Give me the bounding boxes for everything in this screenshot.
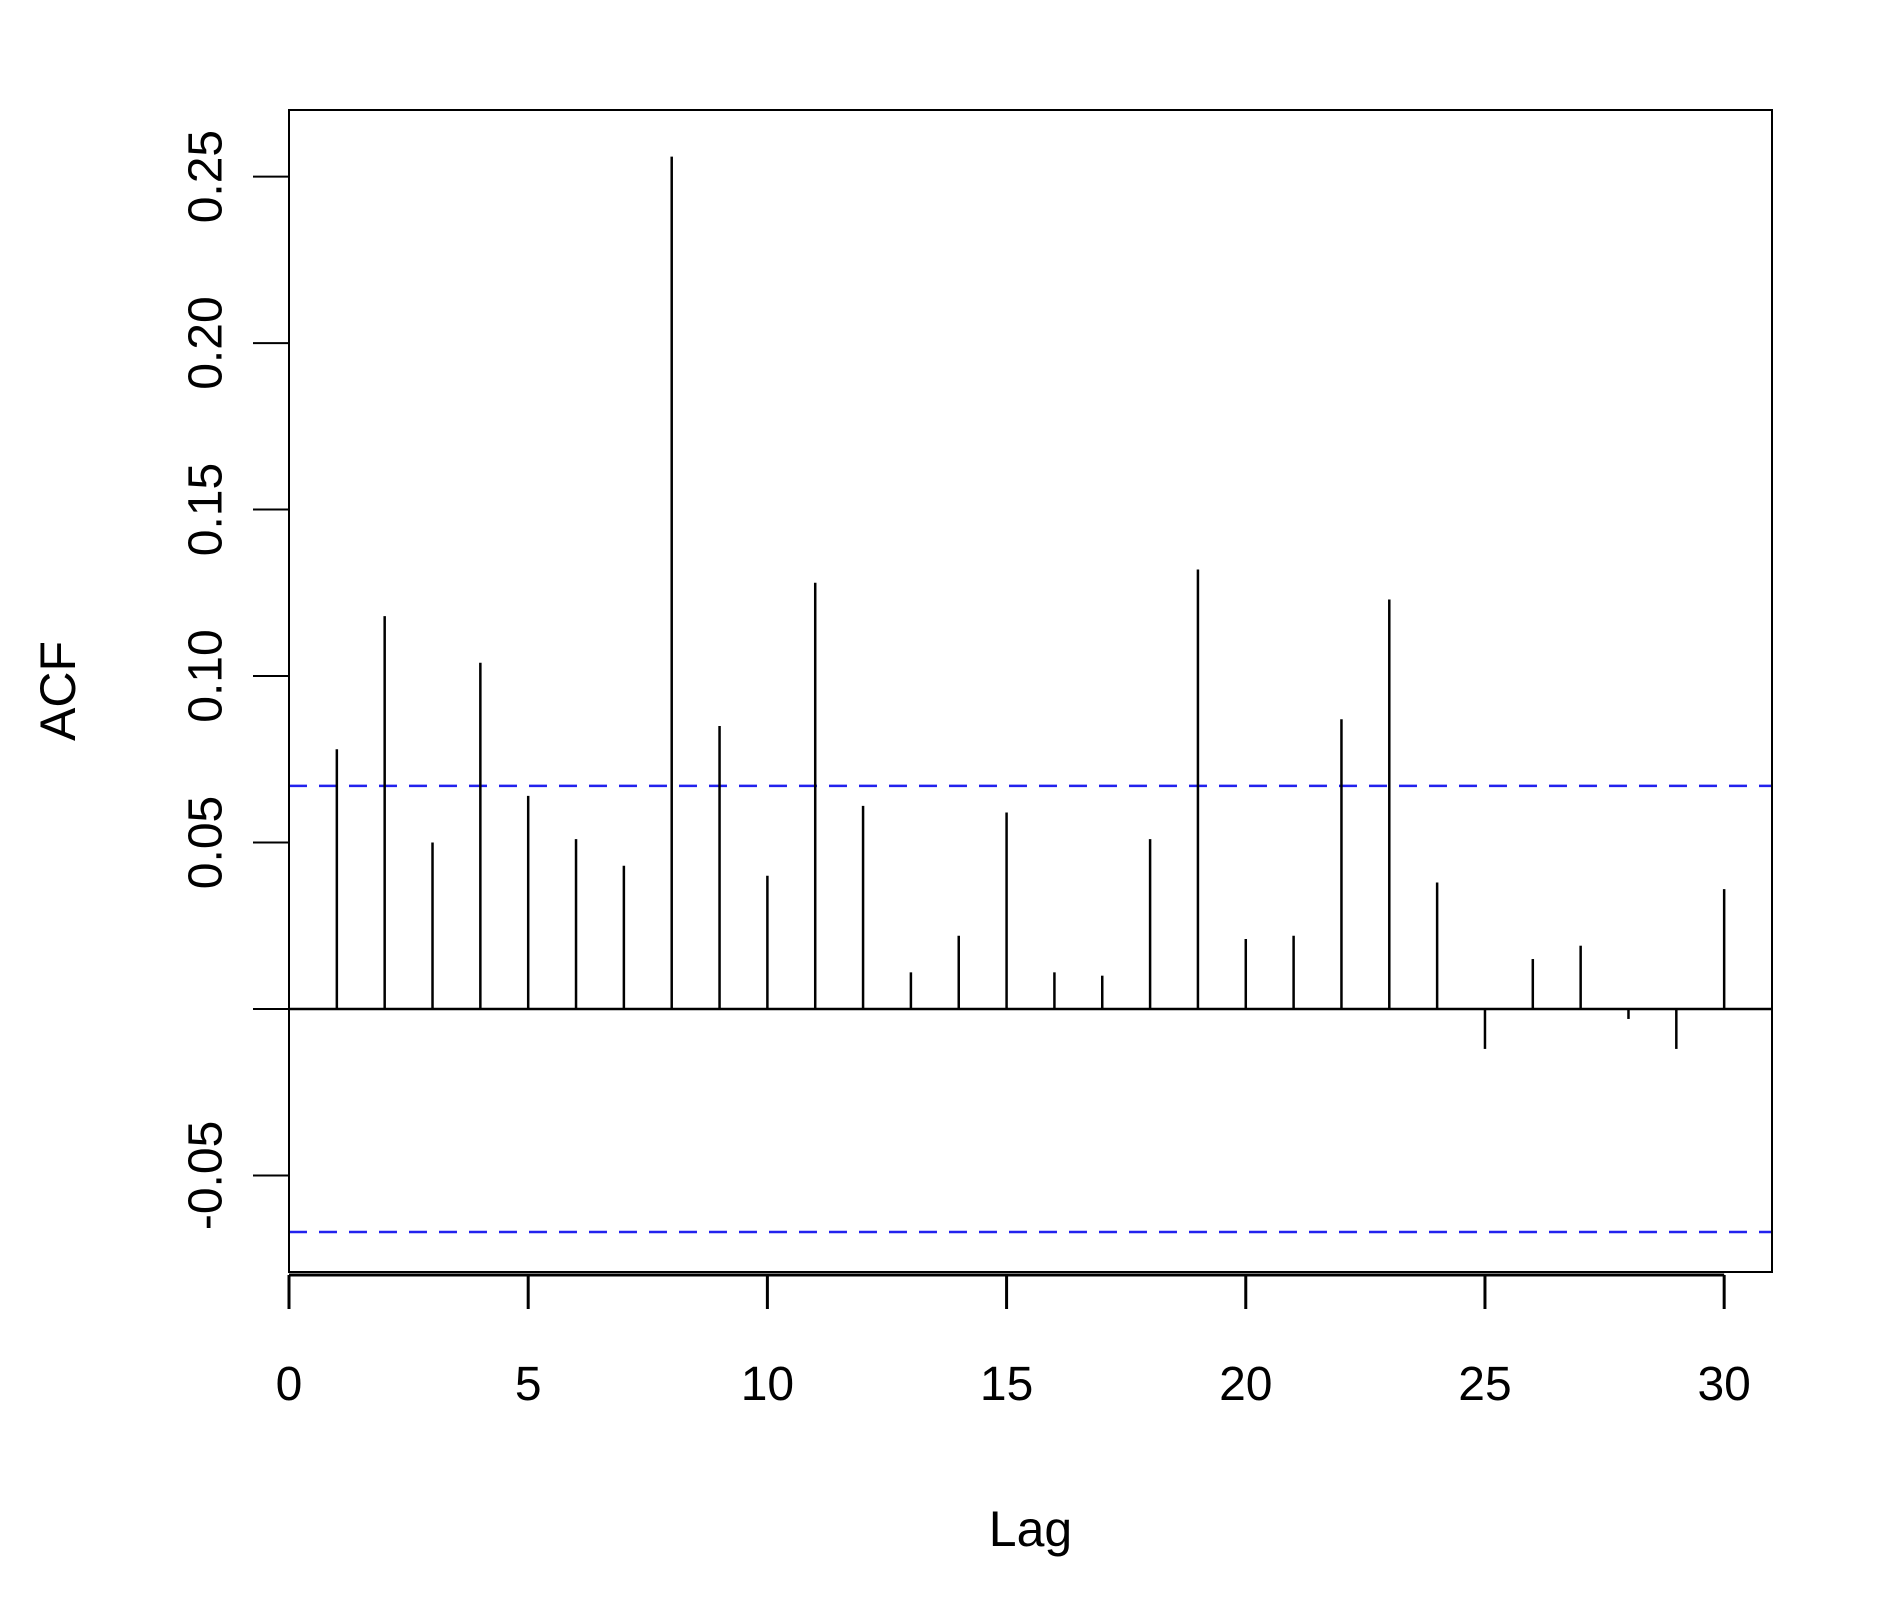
x-tick-label: 5 (515, 1358, 542, 1411)
x-tick-label: 25 (1458, 1358, 1511, 1411)
plot-frame (288, 109, 1773, 1273)
y-axis-label: ACF (30, 641, 86, 741)
x-tick-label: 0 (276, 1358, 303, 1411)
x-tick-label: 15 (980, 1358, 1033, 1411)
x-tick-label: 30 (1697, 1358, 1750, 1411)
x-tick-label: 20 (1219, 1358, 1272, 1411)
y-tick-label: 0.20 (180, 296, 233, 389)
y-tick-label: 0.25 (180, 130, 233, 223)
confidence-bounds (289, 784, 1772, 1234)
x-axis: 0 5 10 15 20 25 30 (276, 1273, 1751, 1411)
y-tick-label: 0.10 (180, 629, 233, 722)
x-tick-label: 10 (741, 1358, 794, 1411)
y-tick-label: 0.05 (180, 796, 233, 889)
x-axis-label: Lag (989, 1501, 1072, 1557)
y-axis: -0.05 0.05 0.10 0.15 0.20 0.25 (180, 130, 289, 1230)
y-tick-label: -0.05 (180, 1121, 233, 1230)
acf-spikes (335, 156, 1726, 1049)
y-tick-label: 0.15 (180, 463, 233, 556)
